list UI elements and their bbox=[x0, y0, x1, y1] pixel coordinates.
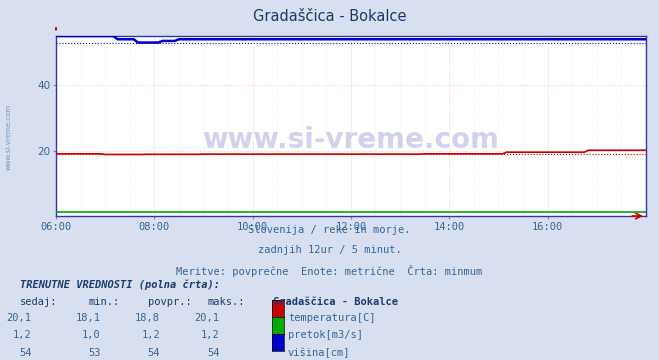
Text: 1,0: 1,0 bbox=[82, 330, 101, 341]
Text: 20,1: 20,1 bbox=[7, 313, 32, 323]
Text: povpr.:: povpr.: bbox=[148, 297, 192, 307]
Text: Gradaščica - Bokalce: Gradaščica - Bokalce bbox=[253, 9, 406, 24]
Text: pretok[m3/s]: pretok[m3/s] bbox=[288, 330, 363, 341]
Text: TRENUTNE VREDNOSTI (polna črta):: TRENUTNE VREDNOSTI (polna črta): bbox=[20, 279, 219, 289]
Text: maks.:: maks.: bbox=[208, 297, 245, 307]
Text: min.:: min.: bbox=[89, 297, 120, 307]
Text: www.si-vreme.com: www.si-vreme.com bbox=[5, 104, 11, 170]
Text: 20,1: 20,1 bbox=[194, 313, 219, 323]
Text: 1,2: 1,2 bbox=[13, 330, 32, 341]
Text: Slovenija / reke in morje.: Slovenija / reke in morje. bbox=[248, 225, 411, 235]
Text: 54: 54 bbox=[207, 348, 219, 358]
Text: 18,8: 18,8 bbox=[135, 313, 160, 323]
Text: višina[cm]: višina[cm] bbox=[288, 348, 351, 358]
Text: www.si-vreme.com: www.si-vreme.com bbox=[202, 126, 500, 154]
Text: temperatura[C]: temperatura[C] bbox=[288, 313, 376, 323]
Text: 54: 54 bbox=[19, 348, 32, 358]
Text: 1,2: 1,2 bbox=[201, 330, 219, 341]
Text: 54: 54 bbox=[148, 348, 160, 358]
Text: 18,1: 18,1 bbox=[76, 313, 101, 323]
Text: sedaj:: sedaj: bbox=[20, 297, 57, 307]
Text: 53: 53 bbox=[88, 348, 101, 358]
Text: Meritve: povprečne  Enote: metrične  Črta: minmum: Meritve: povprečne Enote: metrične Črta:… bbox=[177, 265, 482, 276]
Text: Gradaščica - Bokalce: Gradaščica - Bokalce bbox=[273, 297, 399, 307]
Text: 1,2: 1,2 bbox=[142, 330, 160, 341]
Text: zadnjih 12ur / 5 minut.: zadnjih 12ur / 5 minut. bbox=[258, 245, 401, 255]
